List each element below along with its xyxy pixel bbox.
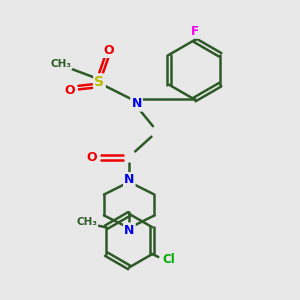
Text: O: O: [103, 44, 114, 57]
Text: N: N: [124, 224, 134, 237]
Text: F: F: [190, 25, 199, 38]
Text: S: S: [94, 75, 104, 88]
Text: Cl: Cl: [162, 254, 175, 266]
Text: F: F: [190, 25, 199, 38]
Text: S: S: [94, 75, 104, 88]
Text: CH₃: CH₃: [50, 59, 71, 69]
Text: O: O: [87, 151, 98, 164]
Text: O: O: [103, 44, 114, 57]
Text: N: N: [131, 98, 142, 110]
Text: N: N: [124, 173, 134, 186]
Text: N: N: [124, 224, 134, 237]
Text: O: O: [87, 151, 98, 164]
Text: N: N: [124, 173, 134, 186]
Text: O: O: [64, 84, 75, 97]
Text: N: N: [131, 98, 142, 110]
Text: Cl: Cl: [162, 254, 175, 266]
Text: CH₃: CH₃: [76, 217, 97, 227]
Text: O: O: [64, 84, 75, 97]
Text: N: N: [124, 224, 134, 237]
Text: CH₃: CH₃: [50, 59, 71, 69]
Text: CH₃: CH₃: [76, 217, 97, 227]
